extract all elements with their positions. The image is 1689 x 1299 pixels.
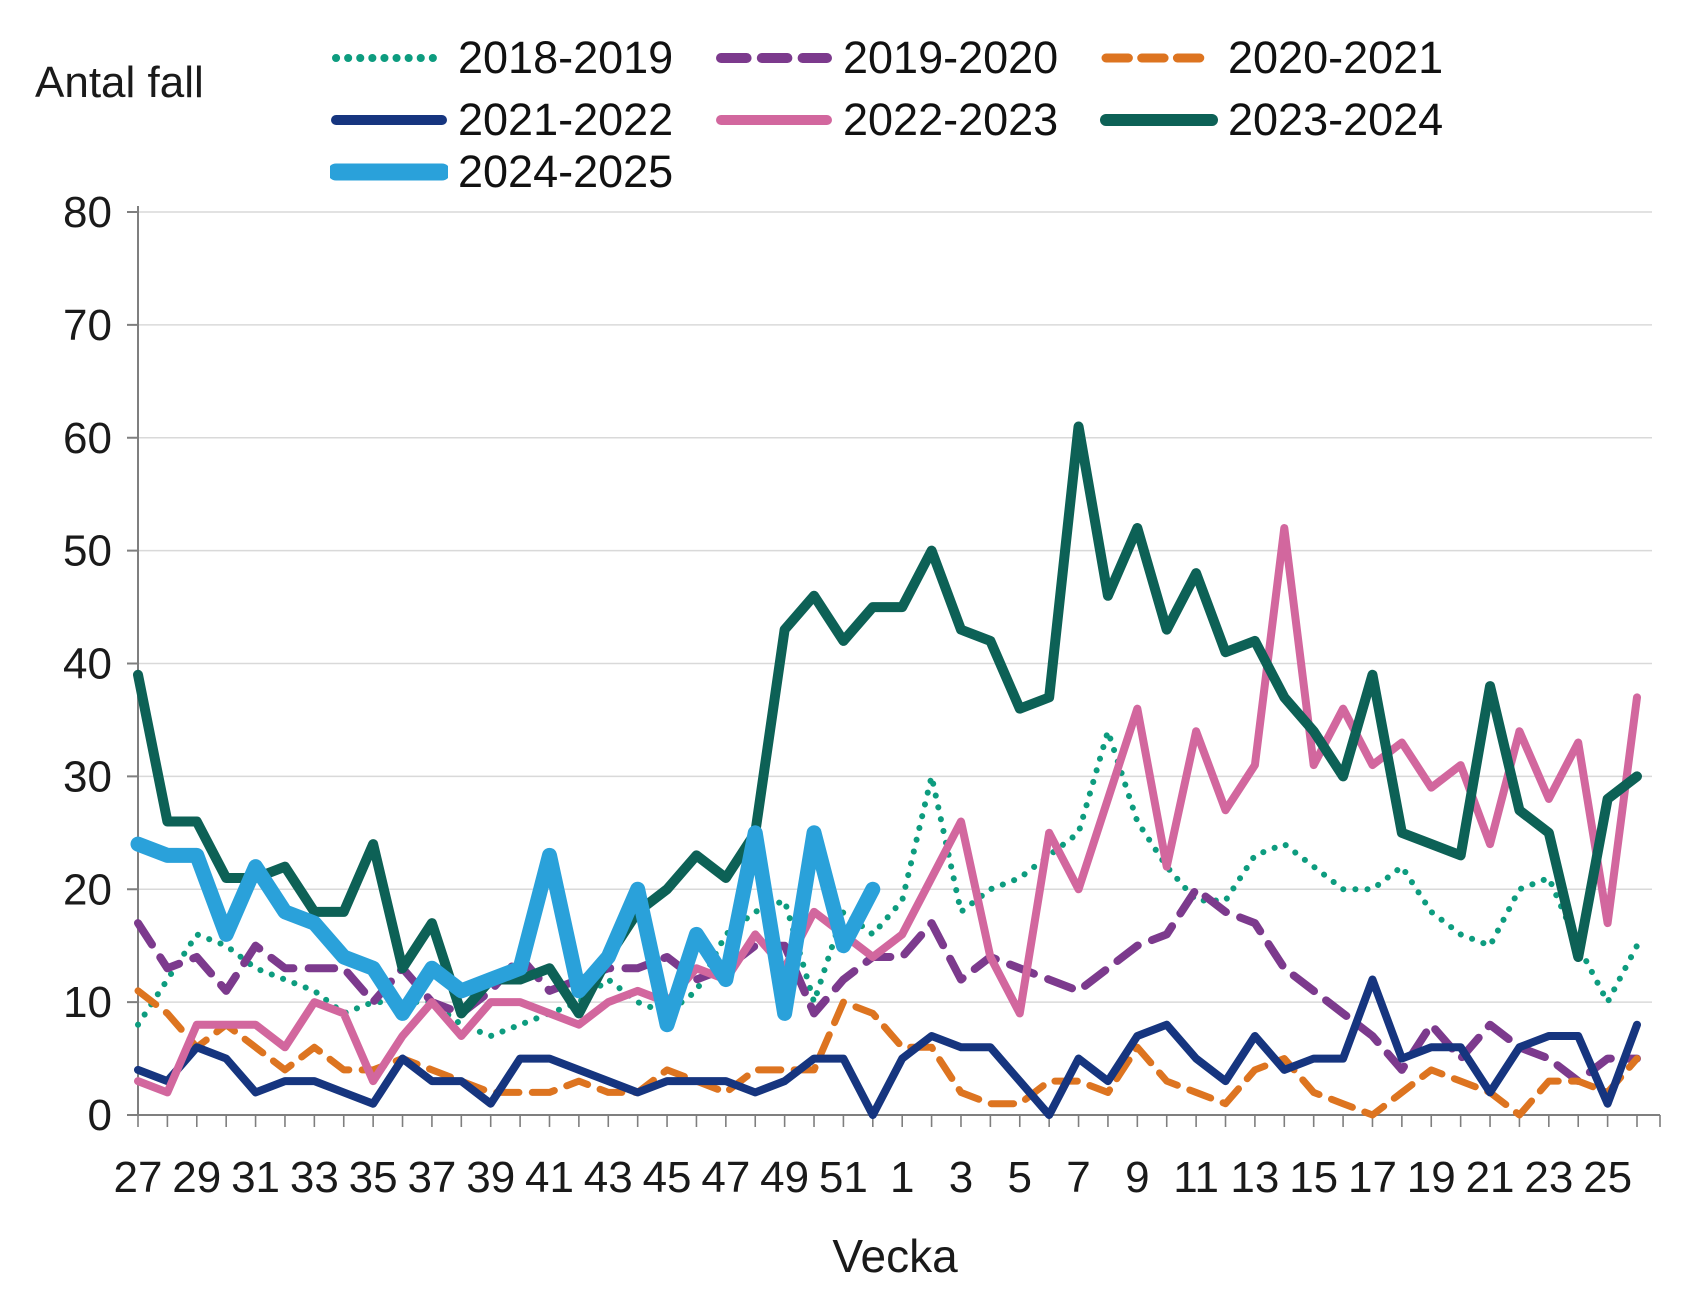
y-tick-label-0: 0 (88, 1091, 112, 1140)
x-tick-label-w37: 37 (407, 1153, 456, 1202)
x-tick-label-w9: 9 (1125, 1153, 1149, 1202)
legend-item-2018-2019: 2018-2019 (330, 32, 673, 84)
y-tick-label-10: 10 (63, 978, 112, 1027)
legend-item-2019-2020: 2019-2020 (715, 32, 1058, 84)
series-line-2022-2023 (134, 524, 1641, 1097)
legend-label-2018-2019: 2018-2019 (458, 32, 674, 83)
legend-swatch-2020-2021 (1101, 53, 1217, 63)
legend-item-2022-2023: 2022-2023 (715, 94, 1058, 146)
y-tick-label-40: 40 (63, 640, 112, 689)
x-tick-label-w43: 43 (584, 1153, 633, 1202)
series-line-2023-2024 (133, 421, 1642, 1019)
y-tick-label-20: 20 (63, 865, 112, 914)
x-tick-label-w11: 11 (1173, 1153, 1219, 1202)
x-tick-label-w3: 3 (949, 1153, 973, 1202)
x-tick-label-w23: 23 (1524, 1153, 1573, 1202)
y-tick-label-50: 50 (63, 527, 112, 576)
x-tick-label-w47: 47 (701, 1153, 750, 1202)
legend-item-2023-2024: 2023-2024 (1100, 94, 1443, 146)
series-line-2020-2021 (134, 987, 1641, 1119)
x-axis-title: Vecka (832, 1230, 958, 1282)
x-tick-label-w21: 21 (1466, 1153, 1515, 1202)
x-tick-label-w29: 29 (172, 1153, 221, 1202)
y-tick-label-30: 30 (63, 752, 112, 801)
series-line-2018-2019 (135, 728, 1640, 1039)
x-tick-label-w35: 35 (349, 1153, 398, 1202)
y-tick-label-80: 80 (63, 188, 112, 237)
y-tick-label-60: 60 (63, 414, 112, 463)
legend-swatch-2019-2020 (716, 53, 832, 63)
x-tick-label-w1: 1 (890, 1153, 914, 1202)
y-tick-label-70: 70 (63, 301, 112, 350)
y-axis-title: Antal fall (35, 58, 204, 107)
x-tick-label-w27: 27 (114, 1153, 163, 1202)
legend-label-2024-2025: 2024-2025 (458, 146, 674, 197)
x-tick-label-w41: 41 (525, 1153, 574, 1202)
x-tick-label-w31: 31 (231, 1153, 280, 1202)
x-tick-label-w17: 17 (1348, 1153, 1397, 1202)
series-line-2024-2025 (130, 825, 881, 1033)
legend-label-2022-2023: 2022-2023 (843, 94, 1059, 145)
x-tick-label-w51: 51 (819, 1153, 868, 1202)
x-tick-label-w45: 45 (643, 1153, 692, 1202)
x-tick-label-w49: 49 (760, 1153, 809, 1202)
legend-swatch-2021-2022 (331, 115, 447, 125)
x-tick-label-w19: 19 (1407, 1153, 1456, 1202)
legend: 2018-2019 2019-2020 2020-2021 2021-2022 2022… (0, 0, 1689, 200)
legend-item-2021-2022: 2021-2022 (330, 94, 673, 146)
x-tick-label-w5: 5 (1008, 1153, 1032, 1202)
legend-label-2021-2022: 2021-2022 (458, 94, 674, 145)
legend-label-2020-2021: 2020-2021 (1228, 32, 1444, 83)
legend-swatch-2018-2019 (332, 54, 446, 62)
x-tick-label-w7: 7 (1066, 1153, 1090, 1202)
legend-label-2019-2020: 2019-2020 (843, 32, 1059, 83)
legend-swatch-2024-2025 (330, 163, 448, 181)
x-tick-label-w13: 13 (1230, 1153, 1279, 1202)
legend-swatch-2023-2024 (1100, 114, 1218, 126)
x-tick-label-w15: 15 (1289, 1153, 1338, 1202)
legend-label-2023-2024: 2023-2024 (1228, 94, 1444, 145)
legend-item-2024-2025: 2024-2025 (330, 146, 673, 198)
series-line-2021-2022 (134, 975, 1641, 1119)
x-tick-label-w25: 25 (1583, 1153, 1632, 1202)
x-tick-label-w39: 39 (466, 1153, 515, 1202)
x-tick-label-w33: 33 (290, 1153, 339, 1202)
legend-item-2020-2021: 2020-2021 (1100, 32, 1443, 84)
legend-swatch-2022-2023 (716, 115, 832, 125)
